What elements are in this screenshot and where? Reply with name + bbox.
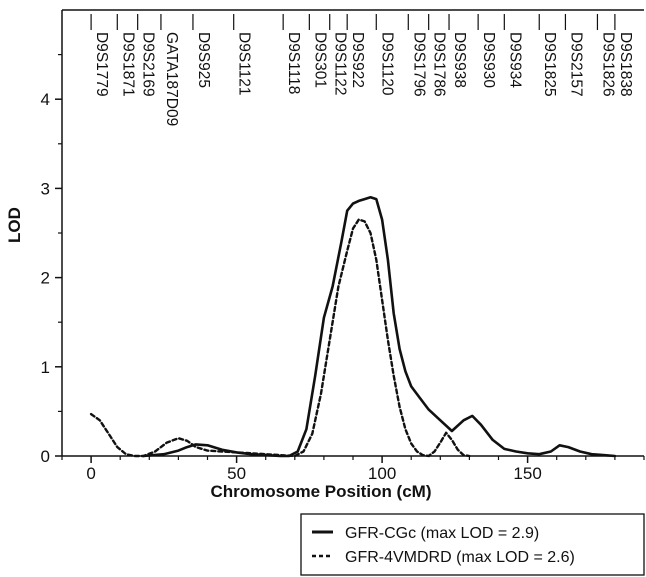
- x-tick-label-50: 50: [227, 464, 246, 483]
- marker-label: D9S1779: [93, 32, 110, 97]
- y-axis: 0 1 2 3 4: [41, 53, 62, 466]
- marker-label: D9S934: [506, 32, 523, 88]
- marker-label: D9S2169: [140, 32, 157, 97]
- legend-box: [300, 513, 645, 576]
- marker-label: D9S1826: [599, 32, 616, 97]
- y-axis-title: LOD: [5, 207, 24, 243]
- marker-label: D9S1118: [285, 32, 302, 94]
- legend: GFR-CGc (max LOD = 2.9) GFR-4VMDRD (max …: [300, 513, 645, 576]
- marker-label: D9S922: [349, 32, 366, 88]
- marker-label: D9S2157: [567, 32, 584, 97]
- marker-label: D9S938: [451, 32, 468, 88]
- series-lines: [89, 196, 617, 458]
- x-tick-label-0: 0: [86, 464, 95, 483]
- marker-annotations: D9S1779 D9S1871 D9S2169 GATA187D09 D9S925 D9S…: [90, 14, 634, 126]
- series-line-gfr-4vmdrd: [89, 218, 471, 458]
- y-tick-label-1: 1: [41, 358, 50, 377]
- marker-label: D9S925: [195, 32, 212, 88]
- y-tick-label-3: 3: [41, 179, 50, 198]
- legend-label-gfr-4vmdrd: GFR-4VMDRD (max LOD = 2.6): [345, 549, 575, 566]
- x-axis: 0 50 100 150: [61, 456, 645, 483]
- marker-label: D9S1122: [332, 32, 349, 95]
- x-tick-label-100: 100: [368, 464, 396, 483]
- marker-label: D9S1796: [410, 32, 427, 97]
- marker-label: D9S1871: [119, 32, 136, 97]
- marker-label: D9S301: [311, 32, 328, 88]
- marker-label: D9S1838: [617, 32, 634, 97]
- x-tick-label-150: 150: [513, 464, 541, 483]
- marker-label: D9S1120: [378, 32, 395, 96]
- legend-label-gfr-cgc: GFR-CGc (max LOD = 2.9): [345, 525, 539, 542]
- marker-label: GATA187D09: [163, 32, 180, 126]
- series-line-gfr-cgc: [142, 196, 617, 458]
- y-tick-label-0: 0: [41, 447, 50, 466]
- marker-label: D9S1825: [541, 32, 558, 97]
- marker-label: D9S1121: [236, 32, 253, 95]
- marker-label: D9S1786: [431, 32, 448, 97]
- x-axis-title: Chromosome Position (cM): [210, 482, 431, 501]
- y-tick-label-2: 2: [41, 269, 50, 288]
- y-tick-label-4: 4: [41, 90, 50, 109]
- marker-label: D9S930: [480, 32, 497, 88]
